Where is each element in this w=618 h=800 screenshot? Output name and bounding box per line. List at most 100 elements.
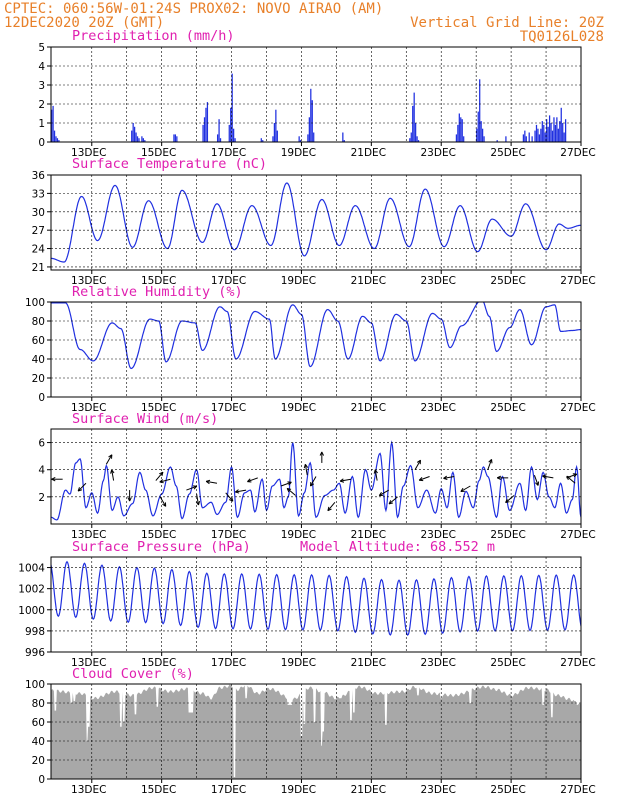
temp-line (51, 182, 581, 263)
pres-series (51, 560, 581, 636)
cloud-series (51, 684, 581, 779)
rh-xtick-label: 15DEC (141, 402, 176, 414)
cloud-ytick-label: 80 (32, 698, 45, 710)
precip-bar (457, 124, 459, 142)
temp-frame (50, 174, 582, 271)
precip-bar (205, 107, 207, 142)
rh-ytick-label: 20 (32, 373, 45, 385)
precip-bar (53, 130, 56, 142)
rh-xtick-label: 17DEC (211, 402, 246, 414)
precipitation-title: Precipitation (mm/h) (72, 28, 235, 44)
cloud-xtick-label: 19DEC (281, 784, 316, 796)
precip-bar (173, 134, 175, 142)
precip-bar (275, 109, 277, 142)
precip-frame (50, 46, 582, 143)
precip-bar (176, 136, 178, 142)
wind-vector-arrow (487, 459, 493, 470)
wind-vector-arrow (127, 490, 132, 502)
wind-vector-arrow (418, 476, 430, 482)
precip-bar (525, 136, 527, 142)
precip-bar (557, 128, 559, 142)
wind-vector-arrow (566, 475, 576, 484)
wind-xtick-label: 25DEC (490, 529, 525, 541)
precip-bar (262, 140, 264, 142)
precip-bar (231, 73, 233, 142)
wind-vector-arrow (225, 492, 234, 502)
precip-bar (132, 123, 134, 142)
rh-xtick-label: 25DEC (490, 402, 525, 414)
precip-bar (409, 138, 411, 142)
precip-bar (534, 130, 536, 142)
wind-xtick-label: 21DEC (351, 529, 386, 541)
precip-bar (307, 134, 309, 142)
precip-bar (496, 140, 498, 142)
model-altitude-label: Model Altitude: 68.552 m (300, 539, 495, 555)
precip-bar (479, 79, 481, 142)
cloud-area (51, 684, 581, 779)
temp-ytick-label: 30 (32, 207, 45, 219)
temp-ytick-label: 27 (32, 225, 45, 237)
pres-ytick-label: 1002 (18, 584, 45, 596)
wind-vector-arrow (319, 451, 325, 463)
wind-vector-arrow (51, 477, 63, 482)
precip-bar (56, 138, 59, 142)
temp-series (51, 182, 581, 263)
precip-bar (522, 134, 525, 142)
precip-bar (461, 119, 463, 142)
precip-bar (544, 132, 546, 142)
wind-xtick-label: 17DEC (211, 529, 246, 541)
temp-ytick-label: 33 (32, 188, 45, 200)
cloud-ytick-label: 40 (32, 736, 45, 748)
pres-xtick-label: 23DEC (421, 657, 456, 669)
wind-ytick-label: 4 (38, 465, 45, 477)
wind-xtick-label: 15DEC (141, 529, 176, 541)
precip-bar (203, 117, 206, 142)
wind-vector-arrow (195, 494, 201, 506)
precip-bar (272, 136, 274, 142)
precip-bar (415, 123, 417, 142)
pres-xtick-label: 13DEC (71, 657, 106, 669)
temp-xtick-label: 17DEC (211, 275, 246, 287)
pres-ytick-label: 996 (25, 647, 45, 659)
precip-bar (206, 102, 209, 142)
precip-bar (505, 136, 507, 142)
wind-vector-arrow (303, 464, 309, 476)
pres-ytick-label: 998 (25, 626, 45, 638)
humidity-panel: Relative Humidity (%) 0 20 40 60 80 100 13DEC 1… (25, 284, 596, 414)
wind-vector-arrow (280, 481, 292, 487)
cloud-xtick-label: 25DEC (490, 784, 525, 796)
precip-xtick-label: 21DEC (351, 147, 386, 159)
precip-bar (136, 136, 139, 142)
precip-bar (546, 119, 548, 142)
rh-xtick-label: 13DEC (71, 402, 106, 414)
cloud-xtick-label: 17DEC (211, 784, 246, 796)
precip-xtick-label: 25DEC (490, 147, 525, 159)
cloud-frame (50, 683, 582, 780)
precip-bar (412, 105, 414, 142)
temp-ytick-label: 36 (32, 170, 46, 182)
precip-bar (228, 124, 230, 142)
precip-xtick-label: 19DEC (281, 147, 316, 159)
wind-vector-arrow (205, 479, 218, 485)
precip-bar (273, 123, 276, 142)
temp-xtick-label: 23DEC (421, 275, 456, 287)
wind-xtick-label: 27DEC (560, 529, 595, 541)
precip-bar (260, 138, 262, 142)
wind-vector-arrow (542, 474, 554, 479)
temperature-panel: Surface Temperature (nC) 21 24 27 30 33 36 13D… (32, 156, 596, 287)
precip-bar (51, 109, 53, 142)
precip-bar (535, 124, 538, 142)
wind-vector-arrow (373, 469, 378, 481)
precip-bar (234, 138, 236, 142)
cloud-xtick-label: 21DEC (351, 784, 386, 796)
precip-bar (311, 100, 313, 142)
cloud-xtick-label: 13DEC (71, 784, 106, 796)
wind-title: Surface Wind (m/s) (72, 411, 218, 427)
precip-bar (483, 136, 485, 142)
wind-ytick-label: 2 (38, 492, 45, 504)
rh-xtick-label: 21DEC (351, 402, 386, 414)
precip-ytick-label: 4 (38, 61, 45, 73)
precip-bar (481, 128, 484, 142)
header-model-code: TQ0126L028 (520, 29, 604, 45)
